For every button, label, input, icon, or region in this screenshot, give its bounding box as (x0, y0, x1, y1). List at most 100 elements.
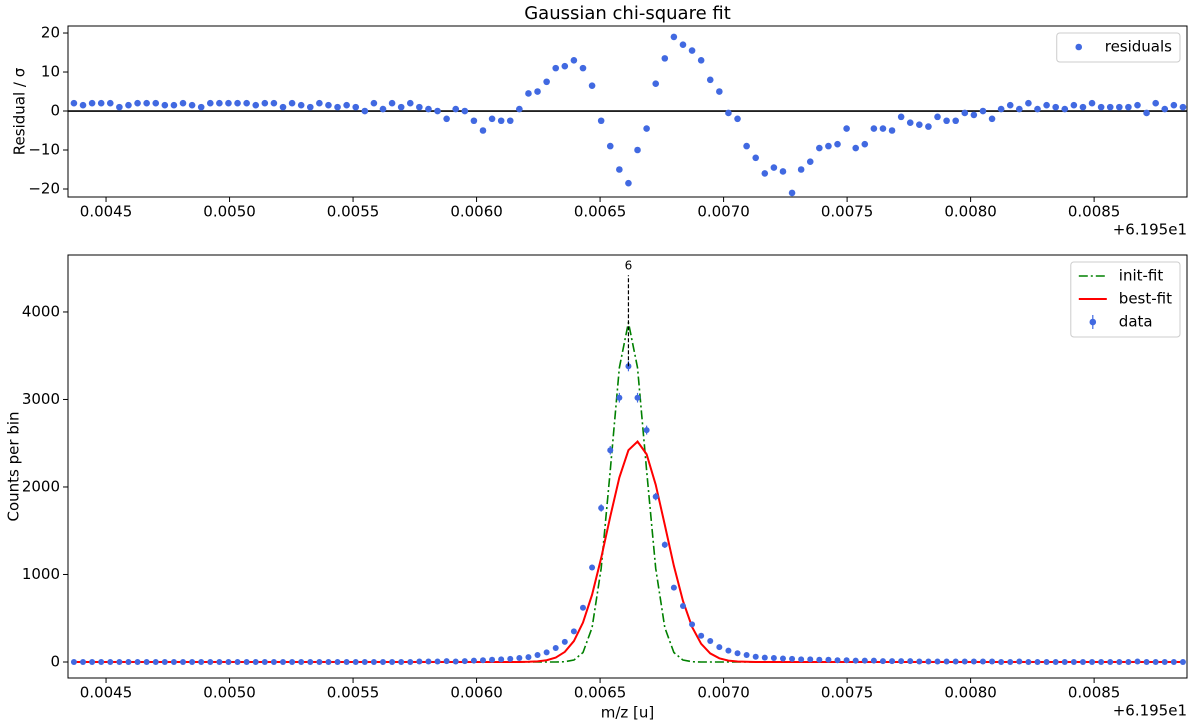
data-point (989, 658, 996, 665)
x-tick-label: 0.0045 (80, 203, 133, 221)
data-point (743, 142, 750, 150)
data-point (452, 105, 460, 113)
data-point (170, 101, 178, 109)
y-tick-label: 10 (41, 63, 60, 81)
data-point (725, 647, 732, 654)
data-point (107, 658, 114, 665)
data-point (906, 119, 914, 127)
data-point (716, 644, 723, 651)
data-point (952, 658, 959, 665)
data-point (270, 658, 277, 665)
y-tick-label: 0 (50, 652, 60, 670)
data-point (852, 657, 859, 664)
data-point (670, 33, 678, 41)
y-axis-label: Counts per bin (5, 411, 23, 521)
data-point (152, 658, 159, 665)
data-point (552, 64, 560, 72)
data-point (543, 649, 550, 656)
data-point (489, 656, 496, 663)
y-tick-label: 3000 (22, 390, 60, 408)
data-point (825, 656, 832, 663)
data-point (525, 654, 532, 661)
data-point (606, 142, 614, 150)
data-point (888, 127, 896, 134)
data-point (897, 113, 905, 121)
data-point (416, 658, 423, 665)
data-point (507, 655, 514, 662)
data-point (734, 650, 741, 657)
data-point (1116, 103, 1123, 111)
data-point (1170, 658, 1177, 665)
data-point (1116, 658, 1123, 665)
fit-curve (73, 322, 1183, 663)
data-point (1143, 658, 1150, 665)
data-point (270, 99, 278, 107)
data-point (1025, 99, 1032, 107)
data-point (579, 604, 586, 611)
data-point (970, 111, 978, 119)
data-point (616, 394, 623, 401)
data-point (307, 658, 314, 665)
data-point (161, 658, 168, 665)
data-point (770, 164, 778, 171)
data-point (716, 88, 723, 95)
fit-curve (73, 440, 1183, 663)
data-point (861, 657, 868, 664)
data-point (1052, 103, 1059, 111)
chart-title: Gaussian chi-square fit (524, 3, 731, 24)
data-point (280, 658, 287, 665)
y-tick-label: 2000 (22, 477, 60, 495)
data-point (261, 658, 268, 665)
data-point (488, 115, 496, 123)
data-point (70, 658, 77, 665)
peak-label: 6 (625, 259, 633, 273)
data-point (279, 103, 287, 111)
data-point (1070, 101, 1078, 109)
data-point (379, 658, 386, 665)
x-tick-label: 0.0055 (327, 203, 380, 221)
data-point (634, 394, 641, 401)
data-point (607, 447, 614, 454)
data-point (788, 189, 796, 197)
data-point (907, 658, 914, 665)
data-point (570, 628, 577, 635)
data-point (198, 658, 205, 665)
data-point (652, 493, 659, 500)
data-point (234, 99, 241, 107)
data-point (661, 541, 668, 548)
x-tick-label: 0.0085 (1068, 684, 1121, 702)
data-point (506, 117, 514, 125)
data-point (679, 602, 686, 609)
data-point (979, 107, 987, 115)
data-point (134, 99, 141, 107)
data-point (1034, 105, 1041, 113)
y-tick-label: 4000 (22, 302, 60, 320)
data-point (1152, 658, 1159, 665)
x-tick-label: 0.0075 (821, 203, 874, 221)
data-point (89, 658, 96, 665)
x-tick-label: 0.0050 (203, 203, 256, 221)
data-point (597, 117, 605, 125)
data-point (816, 144, 823, 152)
data-point (779, 168, 787, 175)
data-point (470, 117, 478, 125)
data-point (261, 99, 269, 107)
data-point (770, 655, 777, 662)
data-point (1161, 105, 1169, 113)
legend-box (1070, 261, 1181, 338)
data-point (706, 76, 714, 84)
legend-swatch (1075, 43, 1083, 51)
data-point (1079, 658, 1086, 665)
data-point (598, 504, 605, 511)
x-tick-label: 0.0065 (574, 684, 627, 702)
data-point (652, 80, 660, 88)
data-point (152, 99, 160, 107)
data-point (370, 99, 378, 107)
data-point (561, 62, 569, 70)
data-point (316, 658, 323, 665)
data-point (79, 101, 87, 109)
data-point (879, 125, 887, 132)
data-point (925, 658, 932, 665)
data-point (934, 658, 941, 665)
